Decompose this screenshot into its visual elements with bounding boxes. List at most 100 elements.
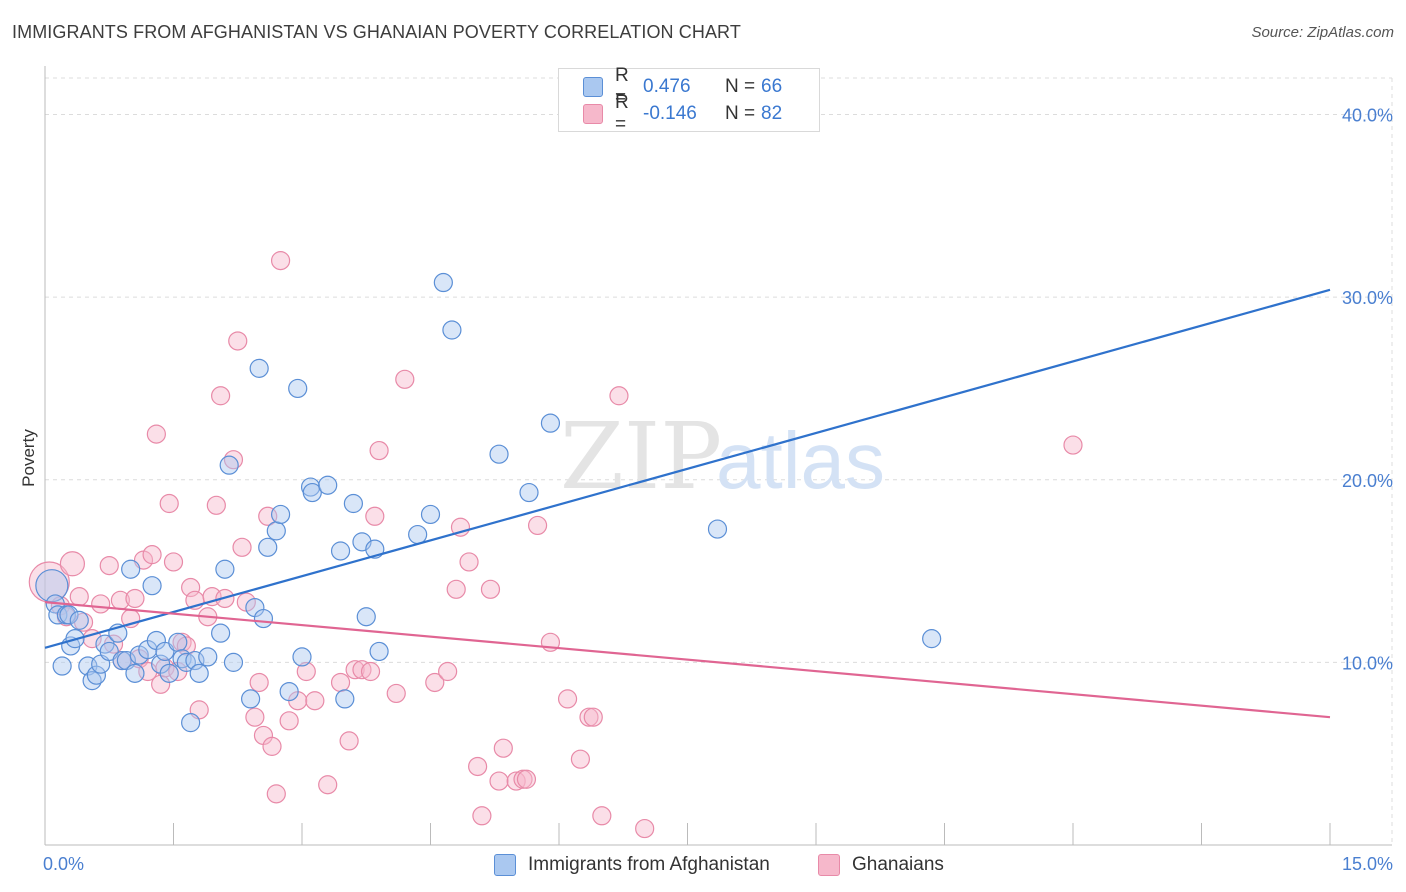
afghanistan-point <box>211 623 231 643</box>
afghanistan-trend-line <box>44 288 1331 649</box>
afghanistan-point <box>86 665 107 685</box>
ghanaians-point <box>360 661 381 682</box>
ghanaians-point <box>69 587 89 607</box>
ghanaians-point <box>446 579 466 599</box>
afghanistan-point <box>112 650 132 671</box>
ghanaians-trend-line <box>44 601 1331 719</box>
ghanaians-point <box>339 731 359 751</box>
ghanaians-point <box>489 771 509 791</box>
ghanaians-point <box>318 775 338 795</box>
afghanistan-point <box>279 681 299 702</box>
afghanistan-point <box>318 475 338 495</box>
ghanaians-point <box>365 506 385 526</box>
ghanaians-point <box>369 440 389 461</box>
ghanaians-point <box>345 660 365 680</box>
afghanistan-point <box>223 652 244 672</box>
y-tick-label: 10.0% <box>1342 653 1393 673</box>
afghanistan-point <box>125 663 145 683</box>
ghanaians-point <box>635 818 655 839</box>
bottom-legend-label: Immigrants from Afghanistan <box>528 854 770 875</box>
legend-r-label: R = <box>615 65 629 108</box>
ghanaians-point <box>592 806 612 826</box>
ghanaians-point <box>438 661 458 682</box>
legend-r-value: -0.146 <box>643 103 697 124</box>
bottom-legend-label: Ghanaians <box>852 854 944 875</box>
ghanaians-point <box>425 672 445 693</box>
ghanaians-point <box>395 369 415 389</box>
ghanaians-point <box>570 749 591 769</box>
afghanistan-point <box>198 647 218 667</box>
ghanaians-point <box>91 594 111 614</box>
x-tick-label: 15.0% <box>1342 854 1393 874</box>
afghanistan-point <box>519 482 539 503</box>
afghanistan-point <box>330 541 351 561</box>
watermark-atlas: atlas <box>716 416 885 505</box>
ghanaians-point <box>211 386 231 406</box>
ghanaians-point <box>228 331 248 351</box>
ghanaians-point <box>206 495 226 515</box>
ghanaians-point <box>232 537 252 557</box>
afghanistan-point <box>369 641 389 662</box>
afghanistan-point <box>266 521 286 541</box>
y-tick-label: 20.0% <box>1342 471 1393 491</box>
bottom-legend-swatch-pink <box>818 854 840 876</box>
ghanaians-point <box>266 784 286 804</box>
ghanaians-point <box>609 386 629 406</box>
afghanistan-point <box>343 493 363 514</box>
ghanaians-point <box>493 738 513 758</box>
afghanistan-point <box>302 482 322 503</box>
legend-swatch-blue <box>583 77 603 97</box>
afghanistan-point <box>270 504 291 525</box>
ghanaians-point <box>159 493 179 514</box>
bottom-legend-ghanaians: Ghanaians <box>818 852 944 878</box>
y-tick-label: 40.0% <box>1342 106 1393 126</box>
afghanistan-point <box>189 663 209 683</box>
watermark-zip: ZIP <box>560 403 722 510</box>
legend-row-ghanaians: R = -0.146 N = 82 <box>583 92 783 135</box>
source-label: Source: ZipAtlas.com <box>1251 24 1394 41</box>
ghanaians-point <box>142 545 162 565</box>
legend-row-afghanistan: R = 0.476 N = 66 <box>583 65 783 108</box>
legend-n-label: N = <box>725 76 756 97</box>
afghanistan-point <box>292 647 312 667</box>
ghanaians-point <box>330 672 351 693</box>
legend-n-value: 82 <box>761 103 783 124</box>
legend-r-label: R = <box>615 92 629 135</box>
ghanaians-point <box>59 551 86 577</box>
bottom-legend-swatch-blue <box>494 854 516 876</box>
afghanistan-point <box>69 610 89 630</box>
legend-swatch-pink <box>583 104 603 124</box>
afghanistan-point <box>288 378 308 399</box>
afghanistan-point <box>159 663 179 683</box>
legend-r-value: 0.476 <box>643 76 691 97</box>
ghanaians-point <box>181 577 201 598</box>
bottom-legend-afghanistan: Immigrants from Afghanistan <box>494 852 770 878</box>
afghanistan-point <box>420 504 441 525</box>
ghanaians-point <box>146 424 166 444</box>
ghanaians-point <box>305 691 325 711</box>
ghanaians-point <box>249 672 269 693</box>
ghanaians-point <box>163 552 184 572</box>
afghanistan-point <box>52 656 72 676</box>
ghanaians-point <box>262 736 282 756</box>
afghanistan-point <box>168 632 188 652</box>
ghanaians-point <box>480 579 501 599</box>
afghanistan-point <box>258 537 278 557</box>
afghanistan-point <box>185 650 205 671</box>
legend-n-value: 66 <box>761 76 783 97</box>
y-tick-label: 30.0% <box>1342 288 1393 308</box>
x-tick-label: 0.0% <box>43 854 84 874</box>
afghanistan-point <box>241 689 261 709</box>
ghanaians-point <box>99 555 119 576</box>
ghanaians-point <box>468 756 488 777</box>
y-axis-label: Poverty <box>19 429 38 487</box>
watermark: ZIP atlas <box>560 403 885 510</box>
afghanistan-point <box>249 358 269 378</box>
afghanistan-point <box>335 689 355 709</box>
afghanistan-point <box>922 629 942 649</box>
afghanistan-point <box>181 713 201 733</box>
ghanaians-point <box>516 769 537 789</box>
axes <box>44 66 1392 846</box>
afghanistan-point <box>489 444 509 464</box>
